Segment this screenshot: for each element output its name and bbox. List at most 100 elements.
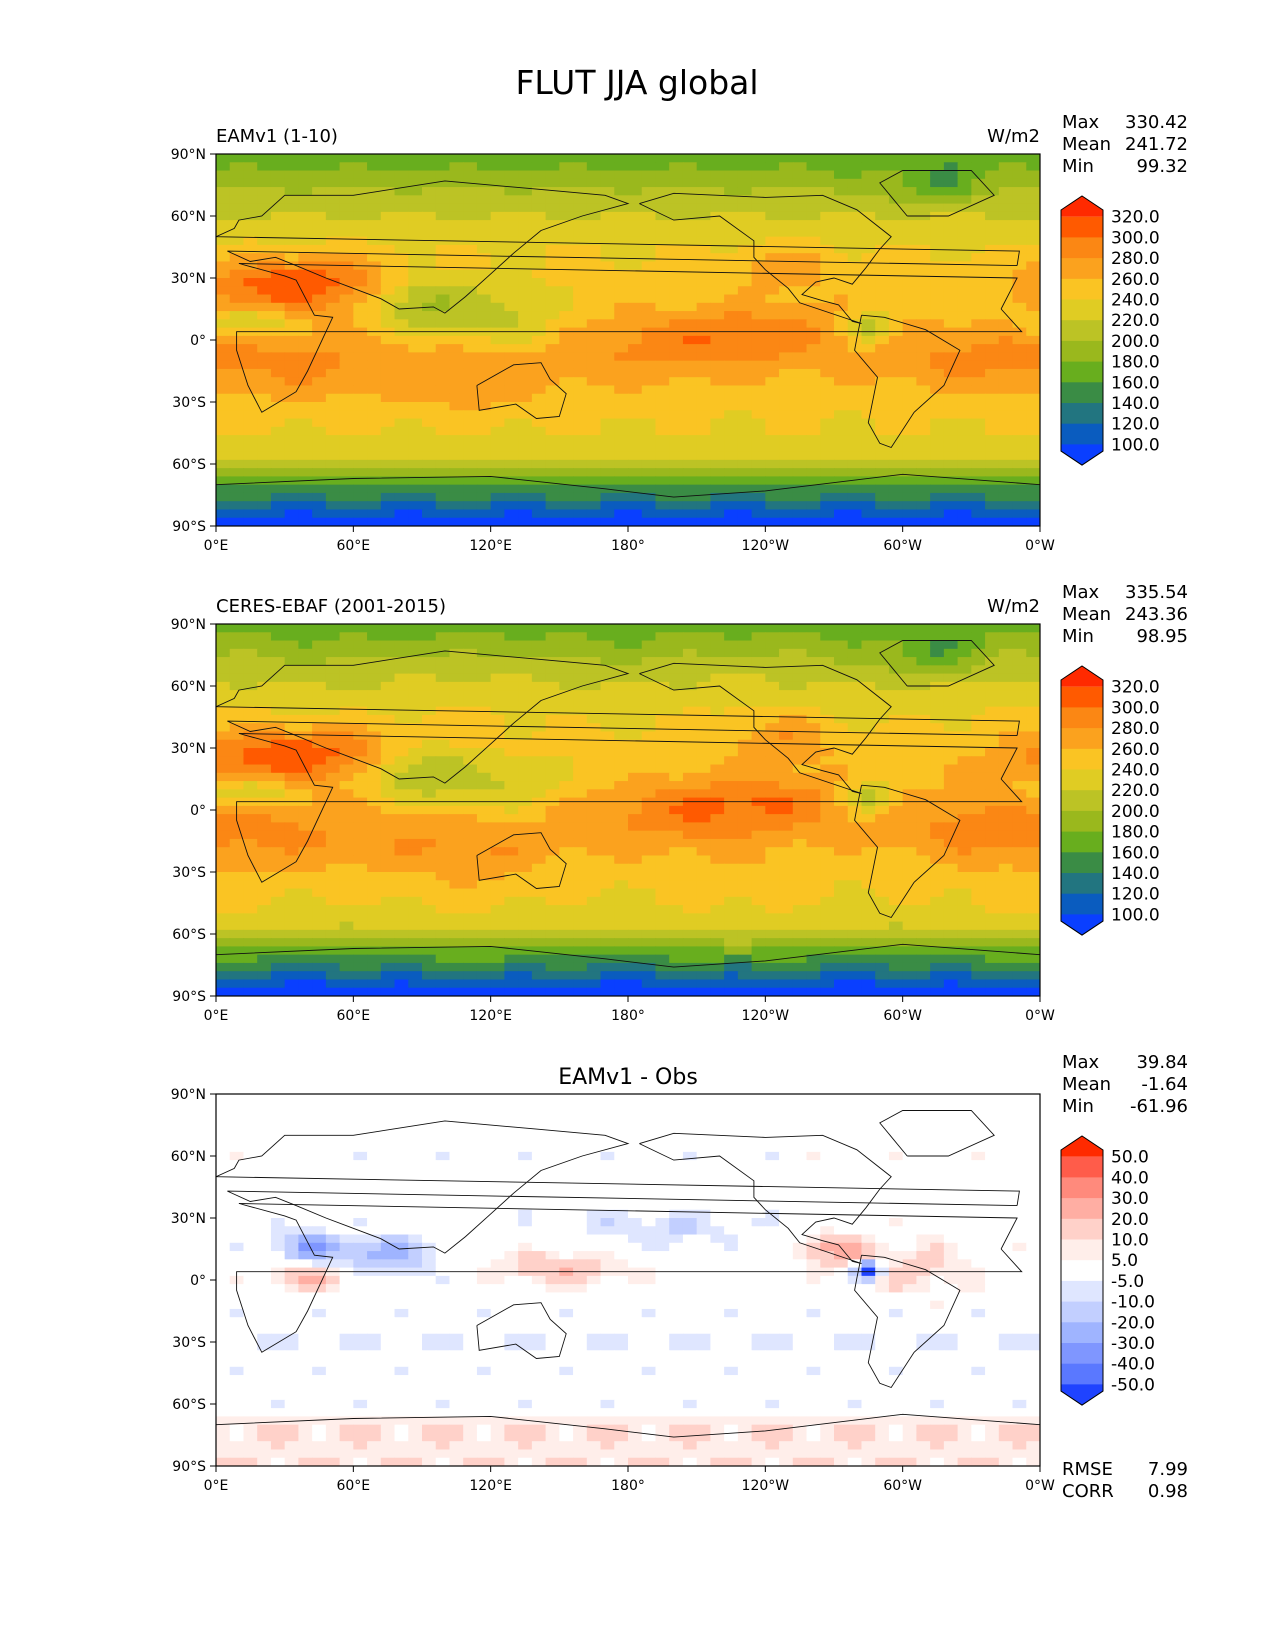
- field-cell: [737, 162, 753, 172]
- field-cell: [710, 476, 725, 486]
- field-cell: [229, 764, 245, 774]
- field-cell: [847, 484, 863, 494]
- field-cell: [270, 244, 286, 254]
- field-cell: [380, 360, 396, 370]
- field-cell: [284, 896, 299, 906]
- field-cell: [504, 880, 519, 890]
- field-cell: [463, 789, 478, 799]
- field-cell: [641, 302, 657, 312]
- field-cell: [531, 402, 547, 411]
- field-cell: [216, 772, 231, 782]
- field-cell: [916, 154, 931, 163]
- field-cell: [449, 632, 464, 642]
- field-cell: [806, 187, 821, 196]
- field-cell: [861, 319, 876, 329]
- field-cell: [229, 286, 245, 296]
- field-cell: [504, 451, 519, 461]
- field-cell: [422, 863, 437, 873]
- field-cell: [834, 772, 849, 782]
- field-cell: [380, 681, 396, 691]
- field-cell: [985, 418, 1000, 428]
- field-cell: [779, 286, 794, 296]
- field-cell: [655, 476, 670, 486]
- field-cell: [930, 723, 945, 733]
- field-cell: [998, 451, 1014, 461]
- field-cell: [985, 781, 1000, 790]
- field-cell: [339, 294, 354, 304]
- field-cell: [957, 344, 972, 353]
- field-cell: [779, 681, 794, 691]
- field-cell: [751, 228, 766, 238]
- field-cell: [779, 319, 794, 329]
- field-cell: [380, 402, 396, 411]
- field-cell: [367, 756, 382, 766]
- field-cell: [573, 484, 588, 494]
- field-cell: [614, 484, 629, 494]
- field-cell: [902, 228, 917, 238]
- field-cell: [339, 764, 354, 774]
- field-cell: [916, 706, 931, 716]
- field-cell: [229, 723, 245, 733]
- field-cell: [902, 632, 917, 642]
- field-cell: [710, 756, 725, 766]
- field-cell: [916, 253, 931, 263]
- field-cell: [1026, 261, 1040, 271]
- field-cell: [792, 714, 808, 724]
- field-cell: [696, 228, 711, 238]
- field-cell: [628, 822, 643, 832]
- field-cell: [737, 830, 753, 840]
- field-cell: [930, 402, 945, 411]
- field-cell: [353, 492, 368, 502]
- field-cell: [476, 170, 492, 180]
- field-cell: [779, 714, 794, 724]
- field-cell: [847, 286, 863, 296]
- field-cell: [353, 178, 368, 188]
- field-cell: [559, 632, 574, 642]
- field-cell: [916, 468, 931, 477]
- field-cell: [834, 905, 849, 914]
- field-cell: [229, 261, 245, 271]
- field-cell: [408, 385, 423, 395]
- field-cell: [971, 896, 986, 906]
- field-cell: [422, 781, 437, 790]
- field-cell: [243, 509, 258, 519]
- field-cell: [724, 352, 739, 362]
- field-cell: [641, 789, 657, 799]
- field-cell: [682, 335, 698, 345]
- field-cell: [957, 451, 972, 461]
- field-cell: [614, 805, 629, 815]
- field-cell: [806, 228, 821, 238]
- field-cell: [435, 476, 451, 486]
- field-cell: [476, 178, 492, 188]
- field-cell: [559, 739, 574, 749]
- field-cell: [847, 352, 863, 362]
- field-cell: [724, 632, 739, 642]
- field-cell: [490, 855, 505, 865]
- field-cell: [641, 739, 657, 749]
- field-cell: [943, 319, 959, 329]
- field-cell: [422, 501, 437, 511]
- field-cell: [559, 913, 574, 923]
- field-cell: [998, 814, 1014, 823]
- field-cell: [943, 731, 959, 741]
- field-cell: [559, 872, 574, 881]
- field-cell: [270, 187, 286, 196]
- field-cell: [669, 706, 684, 716]
- field-cell: [422, 921, 437, 931]
- field-cell: [971, 665, 986, 675]
- field-cell: [504, 393, 519, 403]
- field-cell: [751, 377, 766, 387]
- field-cell: [971, 228, 986, 238]
- field-cell: [751, 640, 766, 650]
- field-cell: [463, 847, 478, 857]
- field-cell: [641, 731, 657, 741]
- field-cell: [1012, 311, 1027, 320]
- field-cell: [930, 905, 945, 914]
- field-cell: [504, 822, 519, 832]
- field-cell: [998, 657, 1014, 666]
- field-cell: [847, 203, 863, 213]
- field-cell: [1012, 657, 1027, 666]
- field-cell: [325, 484, 341, 494]
- field-cell: [985, 855, 1000, 865]
- field-cell: [422, 698, 437, 708]
